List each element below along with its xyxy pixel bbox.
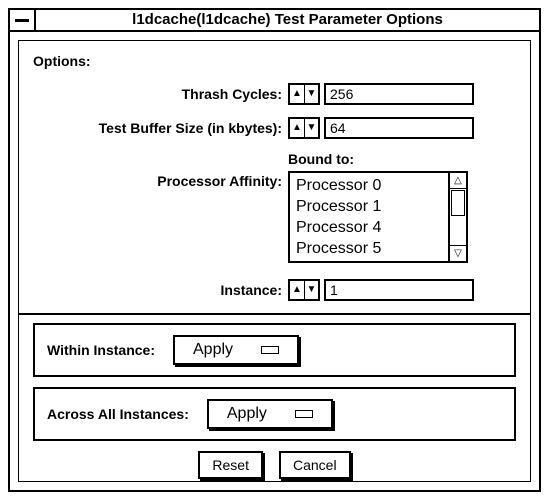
bound-to-label: Bound to: xyxy=(288,151,468,167)
thrash-cycles-label: Thrash Cycles: xyxy=(33,86,288,102)
buffer-size-spinner: ▲ ▼ xyxy=(288,117,474,139)
titlebar: l1dcache(l1dcache) Test Parameter Option… xyxy=(10,10,539,32)
listbox-scrollbar[interactable]: △ ▽ xyxy=(448,173,466,261)
dialog-body: Options: Thrash Cycles: ▲ ▼ Test Buffer … xyxy=(18,40,531,482)
instance-down-icon[interactable]: ▼ xyxy=(304,281,318,299)
thrash-down-icon[interactable]: ▼ xyxy=(304,85,318,103)
instance-input[interactable] xyxy=(324,279,474,301)
within-instance-label: Within Instance: xyxy=(47,342,155,358)
buffer-up-icon[interactable]: ▲ xyxy=(290,119,304,137)
across-instances-panel: Across All Instances: Apply xyxy=(33,387,516,441)
menu-indicator-icon xyxy=(261,346,279,354)
scroll-down-icon[interactable]: ▽ xyxy=(450,245,466,261)
scroll-track[interactable] xyxy=(450,189,466,245)
dialog-window: l1dcache(l1dcache) Test Parameter Option… xyxy=(8,8,541,492)
list-item[interactable]: Processor 1 xyxy=(296,196,442,217)
instance-label: Instance: xyxy=(33,282,288,298)
menu-indicator-icon xyxy=(295,410,313,418)
processor-affinity-label: Processor Affinity: xyxy=(33,151,288,189)
buffer-size-row: Test Buffer Size (in kbytes): ▲ ▼ xyxy=(33,117,516,139)
thrash-cycles-spinner: ▲ ▼ xyxy=(288,83,474,105)
dialog-buttons: Reset Cancel xyxy=(33,451,516,479)
thrash-up-icon[interactable]: ▲ xyxy=(290,85,304,103)
within-apply-button[interactable]: Apply xyxy=(173,335,299,365)
options-heading: Options: xyxy=(33,53,516,69)
buffer-size-label: Test Buffer Size (in kbytes): xyxy=(33,120,288,136)
scroll-thumb[interactable] xyxy=(451,190,465,216)
processor-listbox[interactable]: Processor 0 Processor 1 Processor 4 Proc… xyxy=(288,171,468,263)
instance-spinner: ▲ ▼ xyxy=(288,279,474,301)
thrash-cycles-row: Thrash Cycles: ▲ ▼ xyxy=(33,83,516,105)
processor-list: Processor 0 Processor 1 Processor 4 Proc… xyxy=(290,173,448,261)
across-apply-label: Apply xyxy=(227,405,267,423)
cancel-button[interactable]: Cancel xyxy=(279,451,351,479)
instance-row: Instance: ▲ ▼ xyxy=(33,279,516,301)
instance-up-icon[interactable]: ▲ xyxy=(290,281,304,299)
within-instance-panel: Within Instance: Apply xyxy=(33,323,516,377)
buffer-down-icon[interactable]: ▼ xyxy=(304,119,318,137)
list-item[interactable]: Processor 5 xyxy=(296,238,442,259)
list-item[interactable]: Processor 0 xyxy=(296,175,442,196)
window-title: l1dcache(l1dcache) Test Parameter Option… xyxy=(36,10,539,30)
separator xyxy=(19,313,530,315)
system-menu-button[interactable] xyxy=(10,10,36,30)
thrash-cycles-input[interactable] xyxy=(324,83,474,105)
buffer-size-input[interactable] xyxy=(324,117,474,139)
within-apply-label: Apply xyxy=(193,341,233,359)
reset-button[interactable]: Reset xyxy=(198,451,263,479)
processor-affinity-row: Processor Affinity: Bound to: Processor … xyxy=(33,151,516,263)
across-instances-label: Across All Instances: xyxy=(47,406,189,422)
list-item[interactable]: Processor 4 xyxy=(296,217,442,238)
across-apply-button[interactable]: Apply xyxy=(207,399,333,429)
scroll-up-icon[interactable]: △ xyxy=(450,173,466,189)
